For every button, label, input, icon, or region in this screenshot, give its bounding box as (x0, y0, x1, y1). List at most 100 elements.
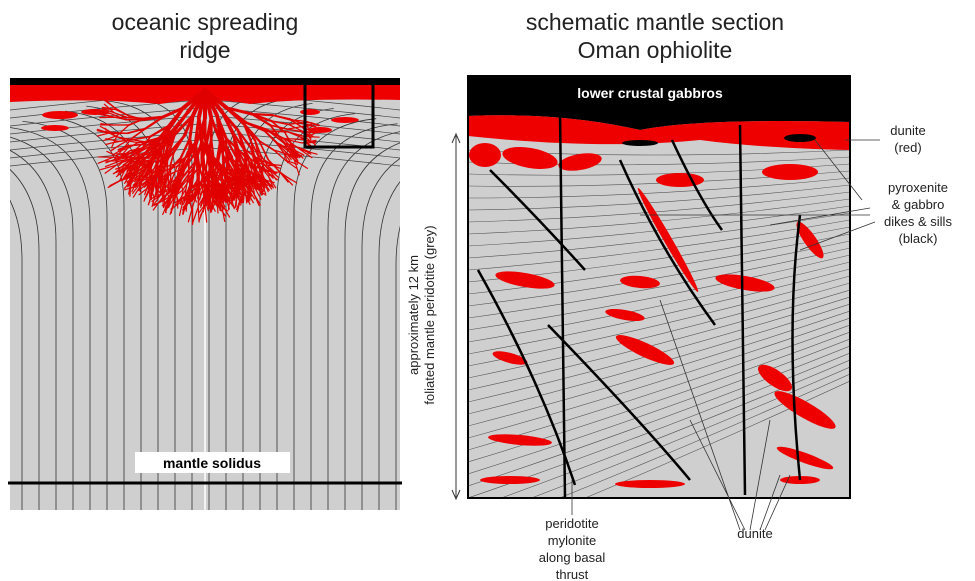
dike (205, 183, 209, 198)
dike (244, 121, 266, 132)
dike (151, 159, 159, 176)
dike (211, 157, 227, 174)
dike (166, 177, 172, 189)
dike (214, 178, 227, 192)
dike (121, 170, 133, 182)
dike (177, 169, 183, 184)
dike (197, 170, 200, 184)
flow-line (327, 131, 400, 510)
dike (111, 148, 124, 156)
dike (253, 180, 266, 189)
foliation (468, 184, 850, 211)
flow-line (10, 127, 91, 510)
dunite-lens (469, 143, 501, 167)
right-title: schematic mantle section (526, 9, 784, 35)
flow-line (22, 121, 108, 510)
dike (225, 174, 240, 183)
dike (225, 190, 237, 199)
dike (300, 149, 318, 155)
dike (189, 188, 198, 203)
dike (266, 130, 287, 141)
dunite-label: dunite (737, 526, 772, 541)
dike (226, 154, 237, 171)
dike (287, 131, 305, 138)
dike (115, 136, 133, 141)
dike (105, 138, 119, 142)
dike (126, 172, 136, 184)
dike (144, 139, 158, 154)
dunite-lens (502, 147, 558, 169)
dike (205, 183, 214, 196)
dike (258, 176, 269, 187)
gabbro-black (468, 76, 850, 130)
dike (215, 113, 228, 140)
dike (285, 138, 303, 144)
dike (149, 124, 170, 138)
dike (193, 115, 201, 145)
dike (204, 204, 208, 223)
dike (791, 214, 802, 481)
dike (161, 192, 165, 209)
left-panel (10, 78, 400, 510)
flow-line (395, 225, 400, 510)
foliation (468, 345, 850, 487)
dunite-lens (715, 274, 775, 292)
dike (135, 151, 147, 163)
dike (113, 112, 129, 119)
dike (263, 168, 274, 179)
dike (242, 122, 252, 143)
dike (157, 174, 165, 186)
dike (127, 143, 144, 147)
foliation (468, 317, 850, 439)
dunite-red-label: (red) (894, 140, 921, 155)
dike (238, 181, 250, 186)
dike (155, 124, 170, 142)
right-title: Oman ophiolite (578, 37, 733, 63)
dike (174, 189, 179, 203)
dike (138, 176, 145, 191)
dike (305, 120, 320, 126)
mylonite-label: thrust (556, 567, 589, 581)
dikes-label: dikes & sills (884, 214, 952, 229)
dike (252, 191, 261, 206)
dike (151, 176, 157, 189)
dike (250, 179, 258, 189)
left-title: ridge (179, 37, 230, 63)
dike (216, 167, 223, 179)
dike (242, 147, 258, 160)
dike (209, 194, 212, 210)
dike (138, 185, 151, 196)
dunite-red-label: dunite (890, 123, 925, 138)
dunite-black (622, 140, 658, 146)
dikes-label: pyroxenite (888, 180, 948, 195)
dike (182, 113, 195, 138)
dike (203, 161, 210, 181)
dikes-label: & gabbro (892, 197, 945, 212)
dike (208, 197, 216, 212)
dike (225, 106, 246, 126)
dike (129, 161, 137, 171)
dike (211, 162, 216, 186)
top-label: lower crustal gabbros (577, 85, 723, 101)
dike (145, 173, 153, 186)
dike (230, 181, 240, 192)
dike (476, 269, 577, 486)
dike (187, 205, 194, 223)
flow-line (344, 142, 400, 510)
dike (198, 200, 209, 214)
flow-line (43, 115, 125, 510)
dike (273, 149, 287, 161)
dike (246, 168, 262, 180)
dunite-lens (776, 446, 834, 470)
dike (190, 180, 198, 198)
dike (293, 159, 300, 176)
dike (286, 126, 302, 130)
dike (244, 188, 254, 204)
dike (129, 147, 144, 152)
foliation (468, 303, 850, 415)
dike (127, 169, 133, 188)
dike (225, 174, 234, 190)
flow-line (209, 99, 400, 119)
dunite-lens (615, 480, 685, 488)
